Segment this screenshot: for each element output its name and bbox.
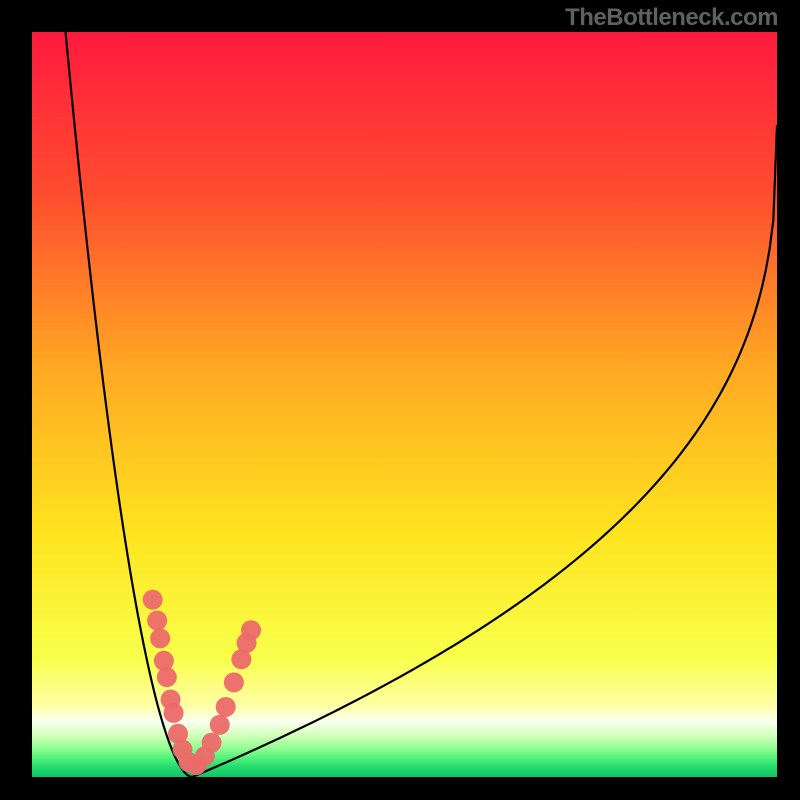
marker-point: [241, 620, 261, 640]
bottleneck-curve: [32, 32, 777, 777]
marker-point: [157, 667, 177, 687]
chart-frame: TheBottleneck.com: [0, 0, 800, 800]
marker-point: [202, 733, 222, 753]
marker-point: [147, 611, 167, 631]
watermark-text: TheBottleneck.com: [565, 4, 778, 32]
plot-area: [32, 32, 777, 777]
marker-point: [224, 672, 244, 692]
marker-point: [143, 590, 163, 610]
marker-cluster: [143, 590, 261, 775]
marker-point: [164, 703, 184, 723]
marker-point: [216, 697, 236, 717]
marker-point: [210, 715, 230, 735]
marker-point: [150, 628, 170, 648]
